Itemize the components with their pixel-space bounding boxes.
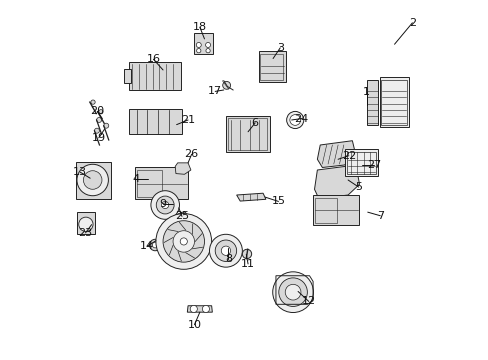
Text: 22: 22 <box>341 151 355 161</box>
Circle shape <box>196 42 201 48</box>
Circle shape <box>222 81 230 89</box>
Circle shape <box>94 128 99 133</box>
Bar <box>258 51 285 82</box>
Circle shape <box>196 49 201 53</box>
Circle shape <box>156 213 211 269</box>
Text: 26: 26 <box>184 149 198 159</box>
Bar <box>315 198 337 223</box>
Circle shape <box>149 239 161 251</box>
Text: 11: 11 <box>241 259 255 269</box>
Bar <box>366 80 378 125</box>
Text: 18: 18 <box>192 22 206 32</box>
Circle shape <box>205 42 210 48</box>
Bar <box>194 33 213 54</box>
Text: 1: 1 <box>363 87 369 98</box>
Bar <box>77 212 95 234</box>
Circle shape <box>156 196 174 214</box>
Text: 16: 16 <box>146 54 160 64</box>
Circle shape <box>242 249 251 258</box>
Circle shape <box>272 272 313 312</box>
Text: 20: 20 <box>90 107 104 116</box>
Bar <box>346 152 375 174</box>
Text: 6: 6 <box>251 118 258 128</box>
Polygon shape <box>175 163 190 174</box>
Circle shape <box>285 284 300 300</box>
Circle shape <box>205 49 210 53</box>
Circle shape <box>163 221 204 262</box>
Text: 13: 13 <box>73 167 87 177</box>
Text: 14: 14 <box>140 241 154 251</box>
Text: 9: 9 <box>159 199 166 209</box>
Bar <box>260 54 283 80</box>
Circle shape <box>77 164 108 196</box>
Text: 21: 21 <box>181 115 195 125</box>
Bar <box>129 109 182 134</box>
Bar <box>379 77 408 127</box>
Circle shape <box>152 242 158 248</box>
Circle shape <box>162 202 168 208</box>
Bar <box>136 170 162 197</box>
Circle shape <box>99 110 103 114</box>
Bar <box>76 162 111 199</box>
Text: 7: 7 <box>376 211 383 221</box>
Circle shape <box>286 111 303 129</box>
Bar <box>135 167 187 199</box>
Circle shape <box>180 238 187 245</box>
Circle shape <box>278 278 307 306</box>
Text: 2: 2 <box>408 18 415 28</box>
Text: 24: 24 <box>294 113 308 123</box>
Polygon shape <box>167 211 188 226</box>
Text: 27: 27 <box>366 160 380 170</box>
Circle shape <box>289 114 300 125</box>
Text: 15: 15 <box>271 197 285 206</box>
Circle shape <box>173 231 194 252</box>
Bar <box>345 149 377 176</box>
Text: 4: 4 <box>132 174 139 184</box>
Bar <box>227 118 266 150</box>
Text: 12: 12 <box>301 296 315 306</box>
Circle shape <box>83 171 102 189</box>
Text: 3: 3 <box>276 43 283 53</box>
Circle shape <box>91 100 95 104</box>
Text: 10: 10 <box>187 320 201 330</box>
Circle shape <box>97 117 102 122</box>
Bar <box>129 62 181 90</box>
Text: 23: 23 <box>78 228 92 238</box>
Polygon shape <box>236 193 265 201</box>
Circle shape <box>221 246 230 255</box>
Bar <box>380 80 406 125</box>
Polygon shape <box>187 306 212 312</box>
Circle shape <box>79 217 93 231</box>
Text: 25: 25 <box>175 211 189 221</box>
Circle shape <box>103 123 108 128</box>
Circle shape <box>151 191 179 219</box>
Text: 17: 17 <box>208 86 222 96</box>
Circle shape <box>190 305 197 312</box>
Circle shape <box>209 234 242 267</box>
Polygon shape <box>314 165 359 199</box>
Bar <box>225 116 269 152</box>
Text: 19: 19 <box>92 133 105 143</box>
Circle shape <box>215 240 236 261</box>
Bar <box>312 195 358 225</box>
Bar <box>123 69 131 83</box>
Text: 8: 8 <box>224 253 231 264</box>
Polygon shape <box>317 141 355 167</box>
Text: 5: 5 <box>355 182 362 192</box>
Circle shape <box>202 305 209 312</box>
